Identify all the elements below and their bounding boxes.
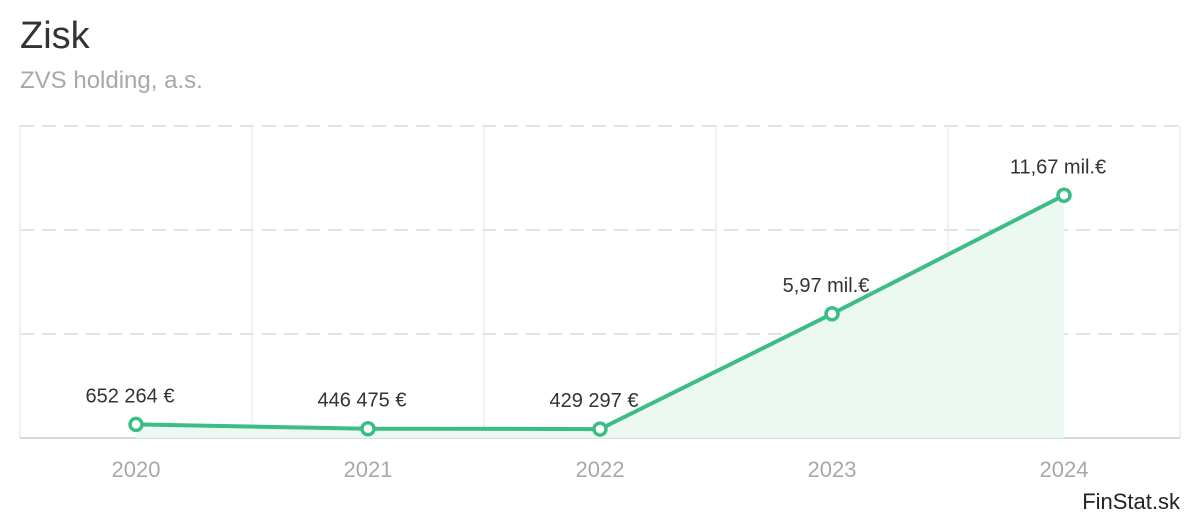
- chart-subtitle: ZVS holding, a.s.: [20, 67, 203, 94]
- data-label: 446 475 €: [318, 390, 407, 412]
- x-tick-label: 2020: [112, 457, 161, 482]
- data-point: [128, 416, 144, 433]
- data-label: 429 297 €: [550, 390, 639, 412]
- data-point: [360, 420, 376, 437]
- x-tick-label: 2024: [1040, 457, 1089, 482]
- data-label: 11,67 mil.€: [1010, 156, 1106, 178]
- x-tick-label: 2023: [808, 457, 857, 482]
- x-tick-label: 2021: [344, 457, 393, 482]
- data-label: 652 264 €: [86, 385, 175, 407]
- data-point: [1056, 187, 1072, 204]
- chart-title: Zisk: [20, 15, 90, 57]
- data-point: [592, 421, 608, 437]
- data-label: 5,97 mil.€: [783, 275, 870, 297]
- data-point: [824, 306, 840, 322]
- x-tick-label: 2022: [576, 457, 625, 482]
- profit-area: [136, 195, 1064, 438]
- finstat-brand-link[interactable]: FinStat.sk: [1082, 489, 1180, 514]
